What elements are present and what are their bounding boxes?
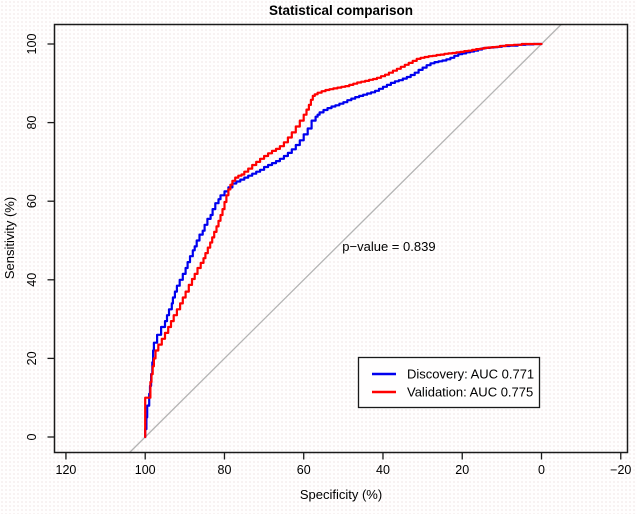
legend-box (357, 356, 541, 409)
p-value-annotation: p−value = 0.839 (342, 239, 435, 254)
y-axis-title: Sensitivity (%) (2, 197, 17, 279)
reference-diagonal-group (129, 24, 562, 453)
y-tick-label: 80 (25, 116, 39, 130)
x-axis-title: Specificity (%) (300, 487, 382, 502)
y-tick-label: 20 (25, 351, 39, 365)
roc-curve-discovery (144, 42, 543, 439)
plot-frame (53, 23, 629, 454)
chart-title: Statistical comparison (269, 3, 413, 18)
y-tick-label: 40 (25, 273, 39, 287)
x-tick-label: 100 (135, 463, 156, 477)
legend-label-validation: Validation: AUC 0.775 (407, 385, 533, 400)
x-tick-label: 80 (218, 463, 232, 477)
legend-label-discovery: Discovery: AUC 0.771 (407, 367, 534, 382)
y-tick-label: 60 (25, 194, 39, 208)
x-tick-label: −20 (610, 463, 631, 477)
roc-curve-validation (144, 42, 543, 439)
reference-diagonal-line (129, 24, 562, 453)
roc-curves-group (144, 42, 543, 439)
x-tick-label: 40 (376, 463, 390, 477)
y-axis-ticks: 0 20 40 60 80 100 (25, 34, 55, 440)
x-tick-label: 0 (538, 463, 545, 477)
y-tick-label: 0 (25, 433, 39, 440)
x-tick-label: 120 (56, 463, 77, 477)
x-tick-label: 60 (297, 463, 311, 477)
x-tick-label: 20 (455, 463, 469, 477)
x-axis-ticks: 120 100 80 60 40 20 0 −20 (56, 452, 631, 477)
legend: Discovery: AUC 0.771 Validation: AUC 0.7… (357, 356, 541, 409)
y-tick-label: 100 (25, 34, 39, 55)
